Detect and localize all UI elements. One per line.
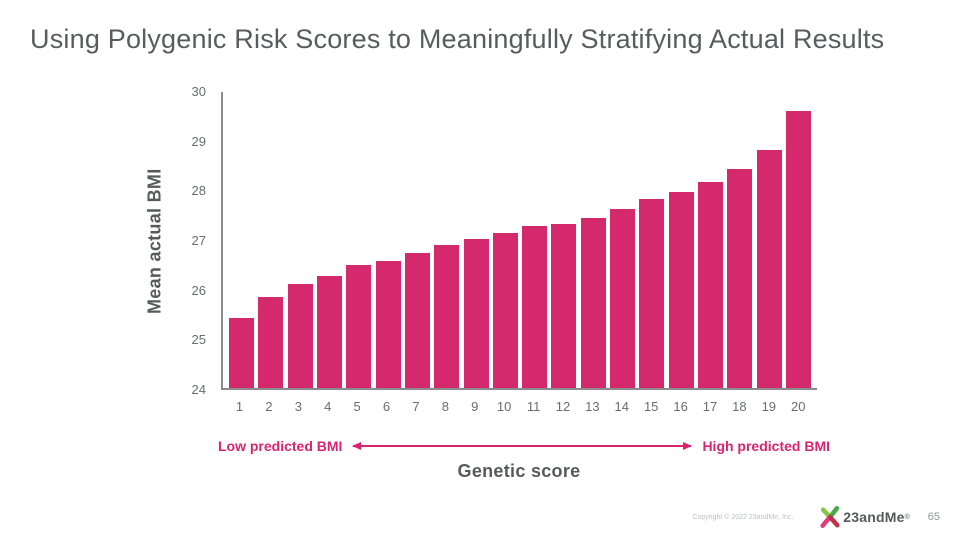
bar-genetic-score-15 <box>639 199 665 388</box>
x-tick-label-20: 20 <box>790 399 806 414</box>
x-tick-label-18: 18 <box>732 399 747 414</box>
x-tick-label-16: 16 <box>673 399 688 414</box>
x-tick-label-17: 17 <box>702 399 718 414</box>
x-tick-label-2: 2 <box>265 399 273 414</box>
bar-genetic-score-20 <box>785 111 811 388</box>
x-tick-label-3: 3 <box>294 399 302 414</box>
y-tick-label-24: 24 <box>191 382 206 397</box>
y-tick-label-28: 28 <box>191 183 206 199</box>
high-predicted-bmi-label: High predicted BMI <box>702 438 830 454</box>
y-tick-label-29: 29 <box>191 133 206 149</box>
bar-genetic-score-14 <box>610 208 636 388</box>
bar-genetic-score-10 <box>492 232 518 388</box>
bar-genetic-score-19 <box>756 150 782 388</box>
x-tick-label-6: 6 <box>382 399 391 414</box>
x-tick-label-5: 5 <box>353 399 361 414</box>
bar-genetic-score-11 <box>522 226 548 388</box>
x-tick-labels: 1 2 3 4 5 6 7 8 9 10 11 12 13 14 15 16 17 18 19 20 <box>221 399 817 414</box>
slide-footer: Copyright © 2022 23andMe, Inc. 23andMe ®… <box>692 502 940 532</box>
company-logo: 23andMe ® <box>819 504 910 530</box>
bar-genetic-score-4 <box>316 275 342 388</box>
x-tick-label-7: 7 <box>412 399 420 414</box>
low-predicted-bmi-label: Low predicted BMI <box>218 438 343 454</box>
bar-genetic-score-1 <box>229 317 254 388</box>
predicted-bmi-annotation: Low predicted BMI High predicted BMI <box>218 438 830 454</box>
logo-wordmark: 23andMe <box>843 509 905 525</box>
slide-title: Using Polygenic Risk Scores to Meaningfu… <box>30 24 885 54</box>
y-tick-label-30: 30 <box>191 84 206 99</box>
bar-genetic-score-9 <box>463 238 489 388</box>
23andme-chromosome-icon <box>820 505 840 528</box>
bars <box>223 92 817 388</box>
y-axis-label: Mean actual BMI <box>144 168 165 314</box>
bar-genetic-score-18 <box>727 168 753 388</box>
bar-genetic-score-2 <box>258 297 284 388</box>
bar-genetic-score-16 <box>668 191 694 388</box>
x-tick-label-14: 14 <box>614 399 630 414</box>
plot-area <box>221 92 817 390</box>
registered-mark: ® <box>904 513 910 521</box>
double-headed-arrow-icon <box>352 442 693 450</box>
x-tick-label-19: 19 <box>761 399 777 414</box>
page-number: 65 <box>927 511 940 523</box>
x-tick-label-11: 11 <box>526 399 541 414</box>
y-tick-label-26: 26 <box>191 282 206 298</box>
x-axis-label: Genetic score <box>457 461 581 481</box>
y-tick-label-27: 27 <box>191 233 206 248</box>
bar-genetic-score-7 <box>404 253 430 388</box>
x-tick-label-8: 8 <box>441 399 449 414</box>
copyright-text: Copyright © 2022 23andMe, Inc. <box>692 513 794 521</box>
x-tick-label-12: 12 <box>555 399 571 414</box>
bar-genetic-score-17 <box>698 182 723 388</box>
y-tick-label-25: 25 <box>191 332 206 348</box>
x-tick-label-13: 13 <box>585 399 600 414</box>
bar-genetic-score-5 <box>346 265 372 388</box>
bar-genetic-score-12 <box>551 223 577 388</box>
bar-genetic-score-13 <box>580 217 606 388</box>
x-tick-label-1: 1 <box>235 399 244 414</box>
x-tick-label-15: 15 <box>643 399 659 414</box>
bar-genetic-score-6 <box>375 260 401 388</box>
bar-genetic-score-8 <box>434 245 460 388</box>
x-tick-label-9: 9 <box>471 399 479 414</box>
y-tick-labels: 24 25 26 27 28 29 30 <box>168 84 206 397</box>
x-tick-label-4: 4 <box>324 399 332 414</box>
x-tick-label-10: 10 <box>496 399 512 414</box>
bar-genetic-score-3 <box>287 283 313 388</box>
